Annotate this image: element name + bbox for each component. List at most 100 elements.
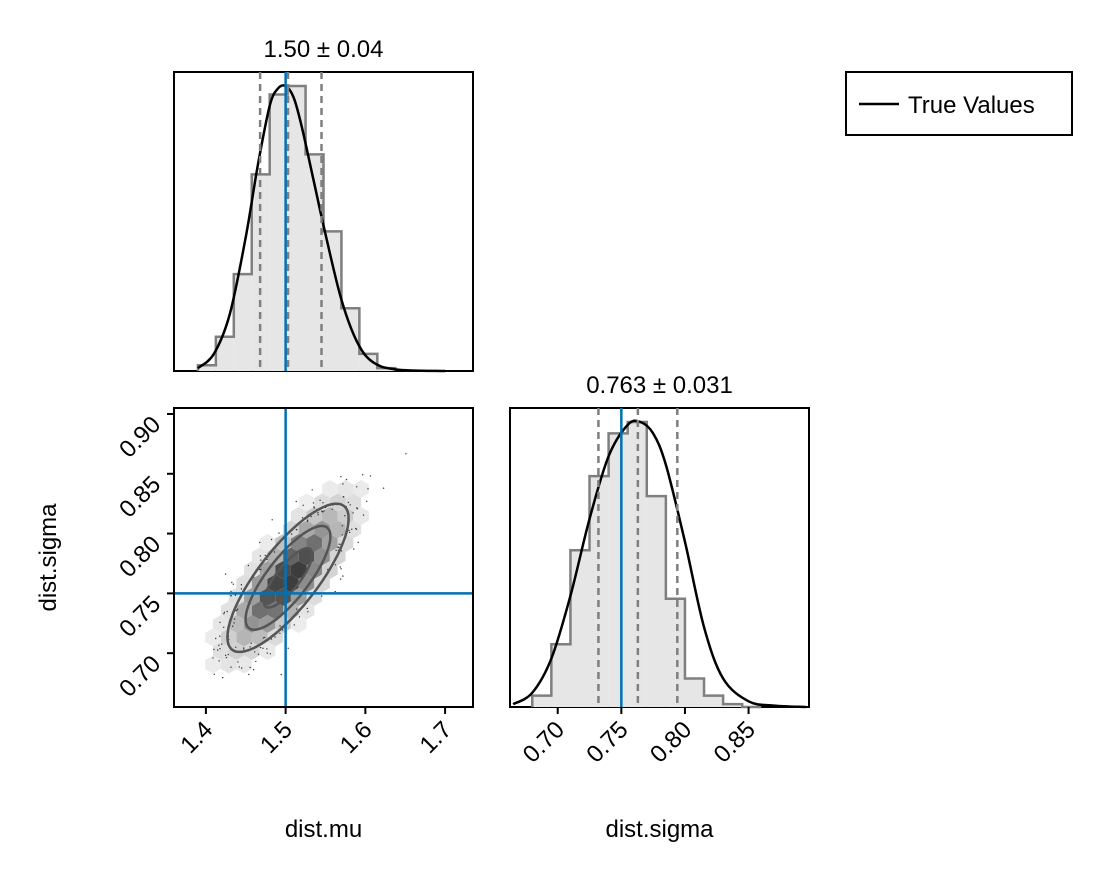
hexbin-cell	[337, 480, 354, 498]
scatter-point	[236, 608, 239, 610]
histogram-bar	[532, 695, 552, 707]
mu-marginal-title: 1.50 ± 0.04	[264, 36, 384, 63]
y-tick-label: 0.90	[114, 411, 166, 463]
scatter-point	[356, 486, 358, 488]
sigma-kde-curve	[512, 419, 806, 709]
scatter-point	[266, 648, 268, 650]
histogram-bar	[215, 336, 234, 371]
hexbin-cell	[236, 655, 252, 674]
hexbin-cell	[205, 628, 221, 647]
y-tick-label: 0.75	[114, 591, 166, 643]
histogram-outline	[196, 84, 397, 371]
scatter-point	[224, 573, 227, 575]
scatter-point	[240, 584, 243, 586]
scatter-point	[352, 512, 354, 514]
scatter-point	[293, 624, 295, 626]
scatter-point	[227, 653, 229, 656]
hexbin-cell	[213, 615, 229, 633]
hexbin-cell	[345, 493, 362, 512]
scatter-point	[339, 578, 342, 580]
scatter-point	[236, 609, 238, 611]
scatter-point	[213, 648, 215, 651]
hexbin-cell	[220, 655, 237, 674]
scatter-point	[321, 511, 324, 513]
scatter-point	[221, 643, 223, 645]
scatter-point	[340, 476, 342, 478]
y-tick-label: 0.85	[114, 471, 166, 523]
scatter-point	[317, 512, 319, 514]
joint-y-ticks: 0.70 0.75 0.80 0.85 0.90	[114, 411, 174, 702]
scatter-point	[232, 625, 234, 627]
scatter-point	[273, 551, 276, 553]
scatter-point	[306, 520, 309, 522]
histogram-bar	[341, 308, 360, 371]
hexbin-cell	[228, 615, 245, 633]
scatter-point	[266, 652, 268, 654]
kde-curve	[197, 84, 446, 373]
sigma-marginal-panel: 0.763 ± 0.031 0.70 0.75 0.80 0.85 dist.sigm…	[509, 372, 810, 843]
scatter-point	[224, 654, 227, 656]
hexbin-cell	[213, 642, 229, 660]
scatter-point	[259, 541, 261, 544]
joint-truth-lines	[174, 408, 473, 707]
scatter-point	[349, 504, 351, 506]
scatter-point	[347, 501, 350, 504]
y-tick-label: 0.70	[114, 650, 166, 702]
hexbin-cell	[353, 480, 369, 498]
scatter-point	[260, 568, 262, 571]
histogram-bar	[665, 598, 685, 707]
scatter-point	[269, 653, 271, 655]
scatter-point	[295, 529, 298, 531]
scatter-point	[319, 499, 321, 501]
scatter-point	[264, 554, 266, 557]
hexbin-cell	[353, 507, 369, 525]
scatter-point	[257, 653, 260, 655]
scatter-point	[369, 475, 372, 477]
scatter-point	[262, 647, 264, 649]
hexbin-cell	[236, 574, 252, 593]
scatter-point	[279, 625, 281, 627]
scatter-point	[355, 528, 358, 530]
mu-marginal-panel: 1.50 ± 0.04	[173, 36, 474, 373]
x-tick-label: 1.7	[415, 716, 458, 759]
histogram-bar	[251, 174, 270, 371]
scatter-point	[234, 594, 237, 596]
scatter-point	[233, 618, 236, 620]
scatter-point	[322, 502, 324, 504]
hexbin-cell	[275, 615, 291, 633]
joint-frame	[173, 407, 474, 708]
x-tick-label: 0.80	[645, 716, 697, 768]
scatter-point	[230, 666, 232, 668]
histogram-bar	[377, 368, 396, 371]
scatter-point	[264, 636, 266, 639]
scatter-point	[274, 636, 276, 638]
scatter-point	[351, 528, 353, 530]
scatter-point	[295, 500, 297, 503]
legend-label: True Values	[908, 92, 1035, 119]
histogram-bar	[269, 94, 288, 372]
hexbin-cell	[306, 507, 323, 525]
scatter-point	[357, 541, 359, 544]
x-tick-label: 0.75	[581, 716, 633, 768]
hexbin-cell	[314, 520, 330, 539]
scatter-point	[262, 637, 265, 639]
histogram-outline	[531, 420, 762, 709]
hexbin-cell	[306, 534, 323, 552]
scatter-point	[311, 489, 313, 491]
scatter-point	[338, 543, 340, 545]
scatter-point	[337, 546, 339, 548]
scatter-point	[233, 622, 235, 624]
scatter-point	[230, 590, 232, 593]
scatter-point	[312, 502, 315, 504]
scatter-point	[334, 564, 337, 566]
joint-x-ticks: 1.4 1.5 1.6 1.7	[175, 707, 457, 759]
histogram-bar	[723, 704, 743, 707]
joint-y-axis-label: dist.sigma	[35, 503, 62, 612]
scatter-point	[344, 515, 346, 517]
scatter-point	[254, 651, 256, 653]
hexbin-cell	[290, 615, 307, 633]
joint-x-axis-label: dist.mu	[285, 816, 362, 843]
scatter-point	[252, 669, 255, 671]
scatter-point	[298, 616, 301, 618]
scatter-point	[301, 517, 304, 519]
